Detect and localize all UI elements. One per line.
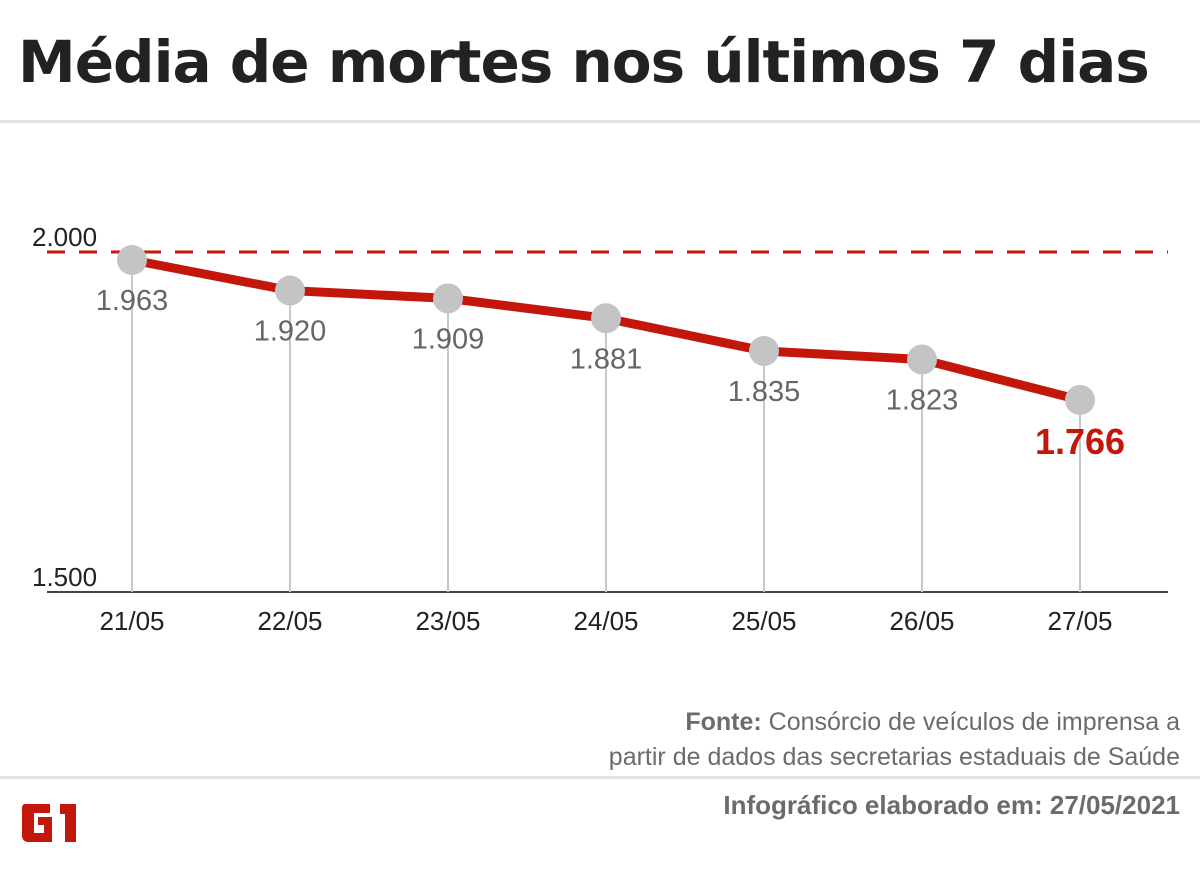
data-point (907, 344, 937, 375)
data-point (433, 283, 463, 314)
source-text-1: Consórcio de veículos de imprensa a (761, 708, 1180, 736)
title-divider (0, 120, 1200, 123)
footer-divider (0, 776, 1200, 779)
source-text-2: partir de dados das secretarias estaduai… (608, 743, 1180, 771)
made-date: Infográfico elaborado em: 27/05/2021 (723, 790, 1180, 820)
source-label: Fonte: (685, 708, 762, 736)
x-tick-label: 25/05 (731, 606, 796, 636)
y-tick-label: 1.500 (32, 562, 97, 592)
x-tick-label: 27/05 (1047, 606, 1112, 636)
data-point (275, 275, 305, 306)
x-tick-label: 22/05 (257, 606, 322, 636)
chart-title: Média de mortes nos últimos 7 dias (18, 28, 1150, 96)
x-tick-label: 24/05 (573, 606, 638, 636)
data-label: 1.766 (1035, 421, 1125, 462)
data-point (749, 335, 779, 366)
x-tick-label: 26/05 (889, 606, 954, 636)
data-label: 1.963 (96, 285, 169, 317)
data-label: 1.909 (412, 323, 485, 355)
data-label: 1.835 (728, 376, 801, 408)
y-tick-label: 2.000 (32, 222, 97, 252)
source-note: Fonte: Consórcio de veículos de imprensa… (609, 705, 1180, 775)
data-point (591, 303, 621, 334)
data-label: 1.920 (254, 316, 327, 348)
data-label: 1.823 (886, 384, 959, 416)
x-tick-label: 23/05 (415, 606, 480, 636)
data-label: 1.881 (570, 343, 643, 375)
x-tick-label: 21/05 (99, 606, 164, 636)
data-point (117, 245, 147, 275)
data-point (1065, 385, 1095, 416)
